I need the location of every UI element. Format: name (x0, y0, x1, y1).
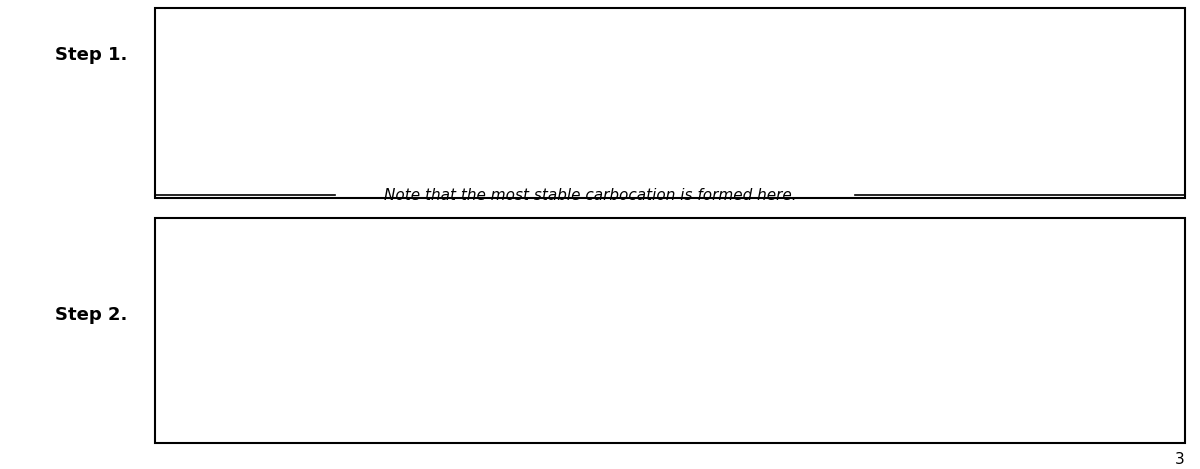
Text: Step 2.: Step 2. (55, 306, 127, 324)
Text: Step 1.: Step 1. (55, 46, 127, 64)
Bar (155, 8, 1186, 198)
Text: Note that the most stable carbocation is formed here.: Note that the most stable carbocation is… (384, 188, 797, 203)
Text: 3: 3 (1175, 452, 1186, 467)
Bar (155, 218, 1186, 443)
